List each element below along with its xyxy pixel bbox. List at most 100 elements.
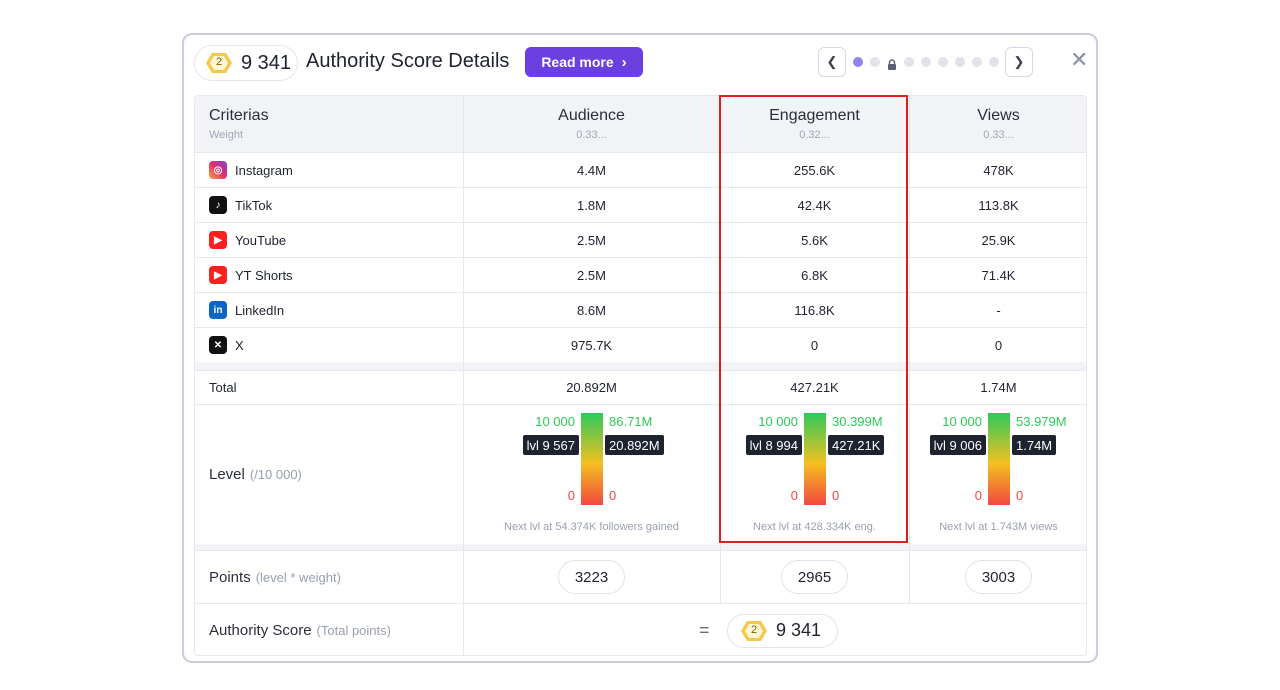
gauge-min-level: 0: [974, 488, 982, 503]
youtube-icon: ▶: [209, 231, 227, 249]
read-more-button[interactable]: Read more ›: [525, 47, 643, 77]
table-row: ◎ Instagram 4.4M 255.6K 478K: [195, 152, 1086, 187]
audience-value: 1.8M: [577, 197, 606, 213]
score-badge: 2 9 341: [194, 45, 298, 81]
engagement-value: 5.6K: [801, 232, 828, 248]
level-gradient-bar: [988, 413, 1010, 505]
pagination-dot[interactable]: [853, 57, 863, 67]
next-level-note: Next lvl at 1.743M views: [939, 521, 1058, 533]
authority-score-pill: 2 9 341: [727, 613, 839, 648]
views-value: 71.4K: [981, 267, 1016, 283]
gauge-max-value: 86.71M: [609, 414, 653, 429]
points-row: Points (level * weight) 3223 2965 3003: [195, 550, 1086, 603]
authority-score-cell: 2 9 341: [727, 604, 839, 655]
platform-cell: ✕ X: [195, 328, 244, 362]
views-value: -: [996, 302, 1001, 318]
modal-title: Authority Score Details: [306, 50, 510, 72]
lock-icon[interactable]: [887, 57, 897, 70]
points-sub: (level * weight): [255, 569, 341, 585]
gauge-min-level: 0: [790, 488, 798, 503]
total-label: Total: [209, 380, 237, 395]
prev-button[interactable]: ❮: [818, 47, 846, 77]
next-button[interactable]: ❯: [1005, 47, 1033, 77]
engagement-gauge: 10 000 30.399M lvl 8 994 427.21K 0 0 Next lvl …: [720, 405, 909, 544]
authority-score-value: 9 341: [776, 620, 822, 640]
gauge-max-value: 30.399M: [832, 414, 883, 429]
views-value: 0: [994, 337, 1003, 353]
audience-gauge: 10 000 86.71M lvl 9 567 20.892M 0 0 Next lvl a…: [463, 405, 720, 544]
pagination-dot[interactable]: [938, 57, 948, 67]
audience-value: 8.6M: [577, 302, 606, 318]
views-value: 113.8K: [978, 197, 1019, 213]
level-badge-icon: 2: [740, 619, 768, 643]
weight-label: Weight: [209, 129, 244, 141]
table-row: in LinkedIn 8.6M 116.8K -: [195, 292, 1086, 327]
pagination-dot[interactable]: [972, 57, 982, 67]
column-divider: [909, 96, 910, 603]
total-audience: 20.892M: [566, 380, 617, 395]
engagement-value: 255.6K: [793, 162, 836, 178]
platform-cell: ◎ Instagram: [195, 153, 293, 187]
column-divider: [463, 603, 464, 655]
current-value-chip: 427.21K: [828, 435, 885, 455]
pagination-dot[interactable]: [921, 57, 931, 67]
badge-level: 2: [750, 623, 758, 636]
current-level-chip: lvl 8 994: [745, 435, 802, 455]
header-score: 9 341: [241, 51, 292, 74]
pagination-dot[interactable]: [989, 57, 999, 67]
level-row: Level (/10 000) 10 000 86.71M lvl 9 567 20.…: [195, 404, 1086, 544]
pagination-dot[interactable]: [870, 57, 880, 67]
column-weight: 0.32...: [799, 129, 830, 141]
platform-name: Instagram: [235, 162, 293, 178]
current-level-chip: lvl 9 006: [929, 435, 986, 455]
tiktok-icon: ♪: [209, 196, 227, 214]
audience-value: 4.4M: [577, 162, 606, 178]
level-label: Level: [209, 466, 245, 483]
gauge-min-value: 0: [1016, 488, 1024, 503]
criterias-label: Criterias: [209, 107, 269, 124]
pagination-dots: [853, 55, 999, 70]
gauge-max-level: 10 000: [942, 414, 982, 429]
engagement-value: 6.8K: [801, 267, 828, 283]
total-row: Total 20.892M 427.21K 1.74M: [195, 370, 1086, 404]
current-value-chip: 20.892M: [605, 435, 664, 455]
level-gradient-bar: [581, 413, 603, 505]
views-gauge: 10 000 53.979M lvl 9 006 1.74M 0 0 Next lvl at…: [909, 405, 1086, 544]
platform-name: LinkedIn: [235, 302, 285, 318]
pagination-dot[interactable]: [955, 57, 965, 67]
column-views: Views 0.33...: [909, 96, 1086, 152]
gauge-min-value: 0: [609, 488, 617, 503]
section-divider: [195, 362, 1086, 370]
pagination-dot[interactable]: [904, 57, 914, 67]
gauge-max-level: 10 000: [535, 414, 575, 429]
next-level-note: Next lvl at 428.334K eng.: [753, 521, 876, 533]
current-level-chip: lvl 9 567: [522, 435, 579, 455]
chevron-right-icon: ›: [621, 53, 627, 71]
points-audience: 3223: [557, 560, 626, 594]
points-engagement-cell: 2965: [720, 551, 909, 603]
current-value-chip: 1.74M: [1012, 435, 1057, 455]
points-views: 3003: [964, 560, 1033, 594]
read-more-label: Read more: [541, 54, 614, 70]
platform-cell: ▶ YouTube: [195, 223, 286, 257]
total-engagement: 427.21K: [790, 380, 839, 395]
column-name: Audience: [558, 107, 625, 124]
platform-name: X: [235, 337, 244, 353]
x-icon: ✕: [209, 336, 227, 354]
gauge-min-level: 0: [567, 488, 575, 503]
criteria-table: Criterias Weight Audience 0.33... Engage…: [194, 95, 1087, 656]
audience-value: 2.5M: [577, 232, 606, 248]
platform-name: YouTube: [235, 232, 287, 248]
close-icon[interactable]: ✕: [1070, 47, 1089, 72]
level-gradient-bar: [804, 413, 826, 505]
points-label-cell: Points (level * weight): [209, 551, 341, 603]
authority-label-cell: Authority Score (Total points): [209, 604, 391, 655]
authority-label: Authority Score: [209, 622, 312, 639]
platform-name: TikTok: [235, 197, 273, 213]
table-row: ✕ X 975.7K 0 0: [195, 327, 1086, 362]
total-views: 1.74M: [980, 380, 1017, 395]
column-weight: 0.33...: [983, 129, 1014, 141]
engagement-value: 116.8K: [794, 302, 835, 318]
platform-cell: in LinkedIn: [195, 293, 284, 327]
gauge-max-level: 10 000: [758, 414, 798, 429]
